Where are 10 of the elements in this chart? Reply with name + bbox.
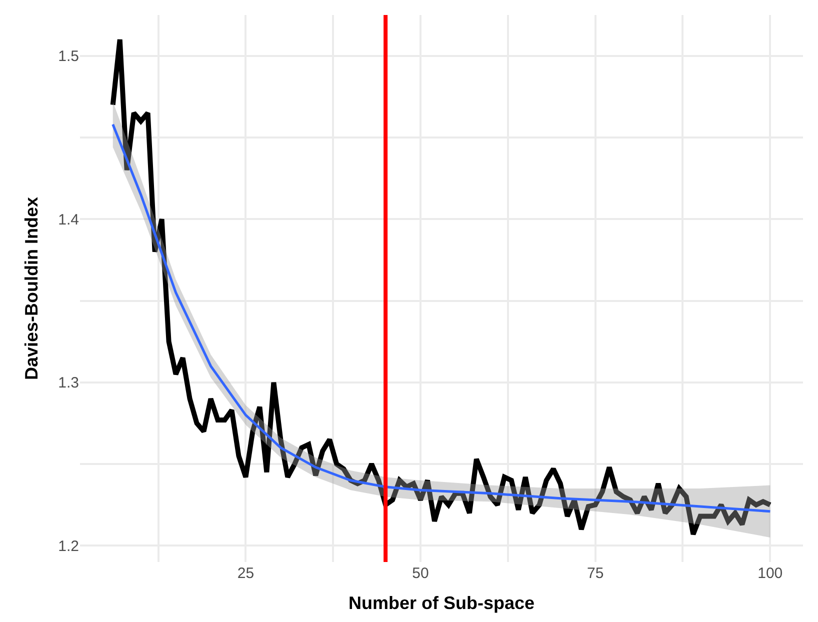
y-tick-label: 1.2: [58, 538, 79, 555]
x-tick-label: 50: [412, 565, 429, 582]
x-axis-title: Number of Sub-space: [348, 593, 535, 614]
y-tick-label: 1.4: [58, 211, 79, 228]
y-tick-label: 1.3: [58, 374, 79, 392]
y-tick-label: 1.5: [58, 48, 79, 66]
x-tick-label: 100: [758, 565, 783, 582]
y-axis-title: Davies-Bouldin Index: [21, 196, 42, 380]
x-tick-label: 75: [586, 565, 604, 582]
x-tick-label: 25: [237, 565, 254, 582]
